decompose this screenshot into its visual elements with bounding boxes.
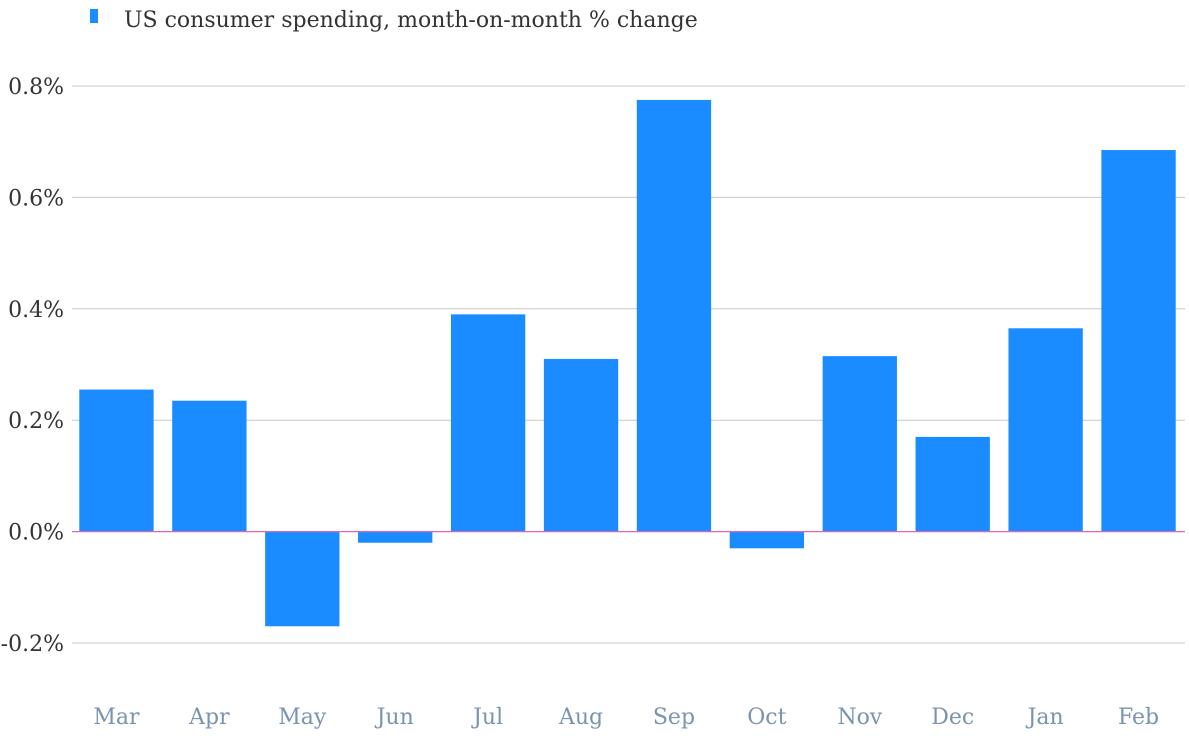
y-axis-ticks: 0.8% 0.6% 0.4% 0.2% 0.0% -0.2%: [1, 75, 64, 657]
y-tick-label: 0.2%: [8, 409, 64, 434]
x-tick-label: Jan: [1026, 705, 1064, 730]
x-tick-label: May: [278, 705, 327, 730]
y-tick-label: 0.8%: [8, 75, 64, 100]
y-tick-label: 0.4%: [8, 298, 64, 323]
y-tick-label: -0.2%: [1, 632, 64, 657]
y-tick-label: 0.6%: [8, 186, 64, 211]
x-axis-ticks: Mar Apr May Jun Jul Aug Sep Oct Nov Dec Jan Feb: [93, 705, 1159, 730]
x-tick-label: Aug: [558, 705, 603, 730]
bar-apr: [172, 400, 247, 532]
x-tick-label: Feb: [1118, 705, 1159, 730]
bar-nov: [822, 356, 897, 532]
bar-mar: [79, 389, 154, 532]
bar-jan: [1008, 328, 1083, 532]
bar-feb: [1101, 150, 1176, 532]
bar-aug: [543, 358, 619, 532]
x-tick-label: Apr: [188, 705, 230, 730]
y-tick-label: 0.0%: [8, 521, 64, 546]
x-tick-label: Dec: [931, 705, 974, 730]
bar-jun: [358, 531, 433, 543]
x-tick-label: Nov: [837, 705, 882, 730]
x-tick-label: Mar: [93, 705, 140, 730]
legend: US consumer spending, month-on-month % c…: [90, 8, 698, 33]
bar-oct: [729, 531, 805, 549]
bar-jul: [450, 314, 526, 532]
bar-dec: [915, 436, 990, 532]
bar-sep: [636, 99, 712, 532]
legend-label: US consumer spending, month-on-month % c…: [124, 8, 698, 33]
x-tick-label: Jun: [375, 705, 414, 730]
gridlines: [72, 85, 1185, 644]
x-tick-label: Sep: [653, 705, 695, 730]
x-tick-label: Jul: [471, 705, 503, 730]
x-tick-label: Oct: [747, 705, 786, 730]
bars: [79, 99, 1176, 627]
legend-swatch: [90, 9, 98, 23]
bar-may: [265, 531, 340, 627]
